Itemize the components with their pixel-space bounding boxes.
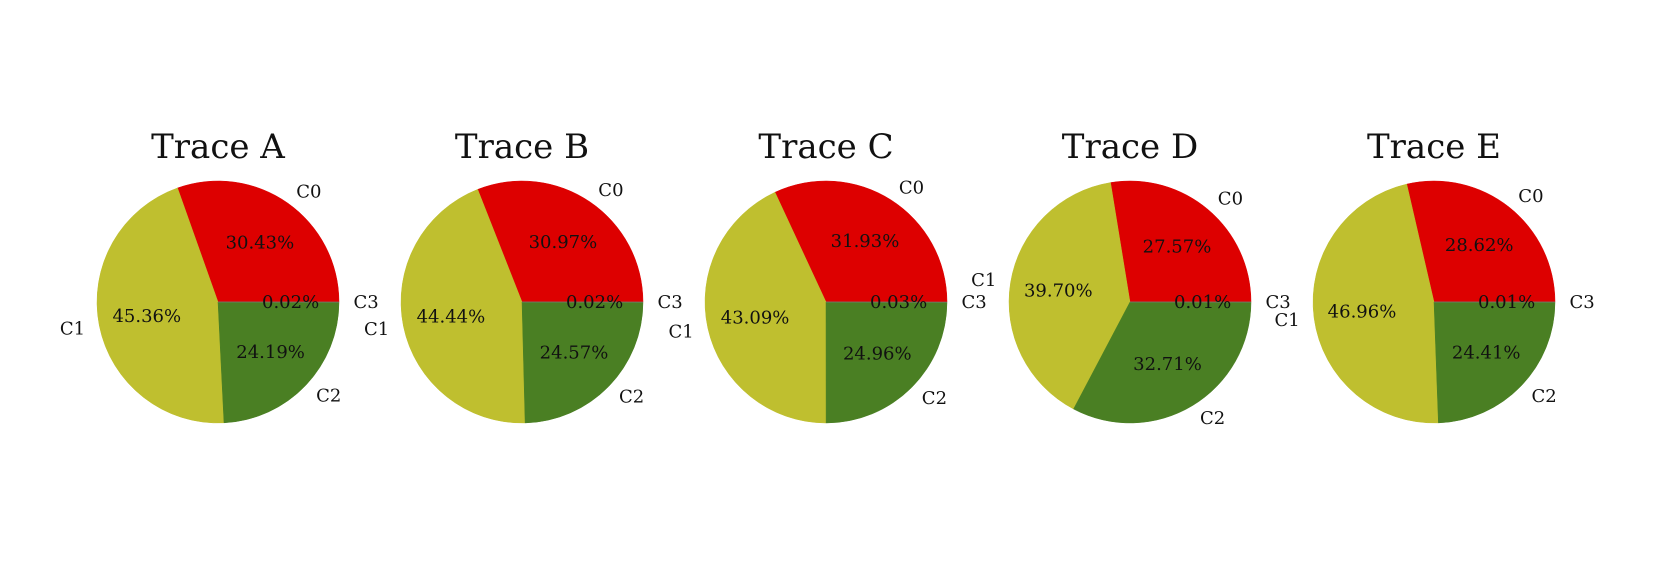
pie-slice-c1: [704, 191, 827, 424]
chart-title: Trace A: [151, 127, 285, 167]
slice-label-c1: C1: [668, 321, 693, 342]
slice-label-c1: C1: [60, 318, 85, 339]
pie-slice-c2: [1433, 301, 1556, 424]
pie-slice-c2: [217, 301, 340, 424]
pie-slice-c0: [1110, 180, 1252, 303]
slice-percent-c2: 24.19%: [236, 342, 305, 363]
slice-label-c0: C0: [1218, 189, 1243, 210]
pie-slice-c0: [1406, 180, 1556, 303]
slice-label-c1: C1: [1274, 310, 1299, 331]
chart-title: Trace D: [1062, 127, 1198, 167]
slice-percent-c0: 30.43%: [226, 233, 295, 254]
pie-slice-c1: [1312, 183, 1439, 424]
slice-percent-c2: 32.71%: [1133, 354, 1202, 375]
chart-title: Trace C: [758, 127, 893, 167]
slice-label-c3: C3: [1266, 292, 1291, 313]
slice-label-c0: C0: [296, 181, 321, 202]
slice-label-c2: C2: [1200, 408, 1225, 429]
slice-percent-c2: 24.41%: [1452, 342, 1521, 363]
slice-label-c0: C0: [899, 178, 924, 199]
slice-label-c3: C3: [962, 292, 987, 313]
slice-label-c2: C2: [922, 388, 947, 409]
pie-slice-c2: [521, 301, 644, 424]
pie-chart-e: Trace E C0 28.62% C1 46.96% C2 24.41% C3 0.01%: [1274, 127, 1595, 424]
slice-percent-c1: 44.44%: [417, 307, 486, 328]
pie-slice-c0: [477, 180, 644, 303]
pie-chart-b: Trace B C0 30.97% C1 44.44% C2 24.57% C3 0.02%: [364, 127, 683, 424]
chart-title: Trace E: [1367, 127, 1501, 167]
slice-percent-c0: 31.93%: [831, 231, 900, 252]
chart-title: Trace B: [455, 127, 589, 167]
slice-label-c2: C2: [316, 386, 341, 407]
slice-label-c0: C0: [1518, 186, 1543, 207]
slice-percent-c0: 27.57%: [1143, 237, 1212, 258]
slice-percent-c3: 0.01%: [1478, 292, 1535, 313]
slice-percent-c1: 39.70%: [1024, 280, 1093, 301]
slice-percent-c3: 0.02%: [262, 292, 319, 313]
slice-label-c3: C3: [354, 292, 379, 313]
slice-percent-c0: 30.97%: [529, 232, 598, 253]
slice-percent-c0: 28.62%: [1445, 235, 1514, 256]
pie-slice-c2: [1073, 301, 1252, 424]
slice-label-c2: C2: [619, 387, 644, 408]
slice-percent-c3: 0.01%: [1174, 292, 1231, 313]
slice-label-c0: C0: [598, 180, 623, 201]
slice-percent-c1: 46.96%: [1328, 302, 1397, 323]
pie-slice-c0: [177, 180, 340, 303]
pie-slice-c0: [774, 180, 948, 303]
pie-slice-c1: [1008, 182, 1131, 410]
slice-percent-c2: 24.57%: [540, 343, 609, 364]
pie-chart-c: Trace C C0 31.93% C1 43.09% C2 24.96% C3 0.03%: [668, 127, 987, 424]
pie-chart-a: Trace A C0 30.43% C1 45.36% C2 24.19% C3 0.02%: [60, 127, 379, 424]
pie-chart-d: Trace D C0 27.57% C1 39.70% C2 32.71% C3 0.01%: [971, 127, 1291, 429]
slice-percent-c3: 0.02%: [566, 292, 623, 313]
slice-label-c1: C1: [971, 270, 996, 291]
slice-percent-c2: 24.96%: [843, 343, 912, 364]
slice-percent-c3: 0.03%: [870, 292, 927, 313]
slice-percent-c1: 45.36%: [112, 306, 181, 327]
pie-slice-c1: [96, 187, 225, 424]
slice-label-c1: C1: [364, 319, 389, 340]
pie-slice-c2: [825, 301, 948, 424]
slice-label-c3: C3: [1570, 292, 1595, 313]
slice-label-c2: C2: [1532, 386, 1557, 407]
pie-slice-c1: [400, 189, 526, 424]
slice-percent-c1: 43.09%: [721, 308, 790, 329]
slice-label-c3: C3: [658, 292, 683, 313]
